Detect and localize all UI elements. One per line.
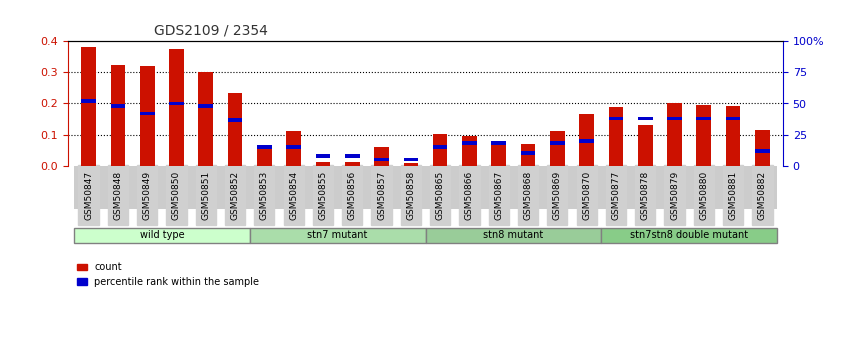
Bar [433, 134, 448, 166]
Bar [286, 131, 301, 166]
Legend: count, percentile rank within the sample: count, percentile rank within the sample [73, 258, 263, 291]
FancyBboxPatch shape [426, 228, 602, 243]
Bar [374, 158, 389, 161]
Bar [345, 154, 360, 158]
Bar [550, 141, 565, 145]
FancyBboxPatch shape [249, 228, 426, 243]
Bar [249, 166, 279, 209]
Bar [689, 166, 718, 209]
Bar [726, 117, 740, 120]
Text: GDS2109 / 2354: GDS2109 / 2354 [154, 23, 268, 38]
Bar [726, 106, 740, 166]
Bar [513, 166, 543, 209]
Bar [748, 166, 777, 209]
Bar [550, 131, 565, 166]
FancyBboxPatch shape [602, 228, 777, 243]
Bar [631, 166, 660, 209]
Bar [81, 99, 96, 103]
Text: stn8 mutant: stn8 mutant [483, 230, 544, 240]
Bar [521, 151, 535, 155]
Bar [521, 144, 535, 166]
Bar [718, 166, 748, 209]
Bar [286, 145, 301, 149]
Bar [316, 162, 330, 166]
Bar [198, 104, 213, 108]
Bar [111, 65, 125, 166]
Bar [462, 141, 477, 145]
Text: stn7stn8 double mutant: stn7stn8 double mutant [630, 230, 748, 240]
Bar [257, 145, 271, 149]
Bar [755, 149, 770, 152]
Bar [338, 166, 367, 209]
Bar [543, 166, 572, 209]
Text: stn7 mutant: stn7 mutant [307, 230, 368, 240]
Bar [133, 166, 162, 209]
Bar [316, 154, 330, 158]
Bar [220, 166, 249, 209]
Bar [169, 49, 184, 166]
Bar [257, 146, 271, 166]
Bar [491, 141, 506, 145]
Bar [140, 111, 155, 115]
Bar [608, 107, 623, 166]
Bar [191, 166, 220, 209]
Bar [433, 145, 448, 149]
Bar [81, 47, 96, 166]
Bar [374, 147, 389, 166]
Bar [74, 166, 103, 209]
Bar [580, 114, 594, 166]
Bar [696, 105, 711, 166]
Bar [755, 130, 770, 166]
Bar [228, 118, 243, 121]
Bar [454, 166, 484, 209]
Bar [462, 136, 477, 166]
Bar [484, 166, 513, 209]
Bar [572, 166, 602, 209]
Text: wild type: wild type [140, 230, 184, 240]
Bar [667, 117, 682, 120]
Bar [367, 166, 397, 209]
Bar [426, 166, 454, 209]
Bar [580, 139, 594, 142]
FancyBboxPatch shape [74, 228, 249, 243]
Bar [397, 166, 426, 209]
Bar [162, 166, 191, 209]
Bar [667, 104, 682, 166]
Bar [140, 66, 155, 166]
Bar [228, 93, 243, 166]
Bar [103, 166, 133, 209]
Bar [638, 117, 653, 120]
Bar [345, 162, 360, 166]
Bar [308, 166, 338, 209]
Bar [169, 102, 184, 105]
Bar [602, 166, 631, 209]
Bar [638, 125, 653, 166]
Bar [403, 158, 418, 161]
Bar [403, 164, 418, 166]
Bar [660, 166, 689, 209]
Bar [279, 166, 308, 209]
Bar [608, 117, 623, 120]
Bar [111, 104, 125, 108]
Bar [696, 117, 711, 120]
Bar [491, 145, 506, 166]
Bar [198, 72, 213, 166]
